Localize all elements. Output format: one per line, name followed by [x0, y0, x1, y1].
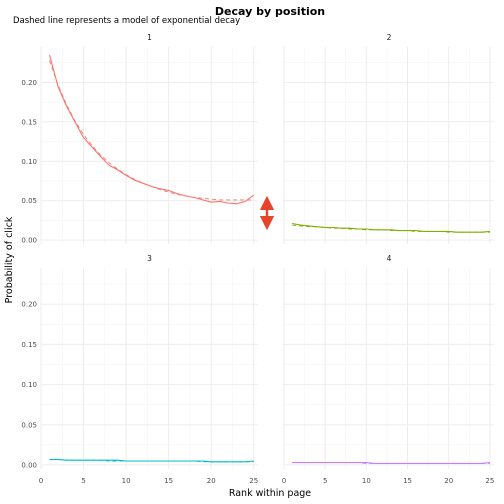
x-tick-label: 15 — [164, 477, 173, 485]
y-tick-label: 0.05 — [21, 421, 37, 429]
facet-panels: 1 2 3 4 — [40, 33, 494, 469]
facet-strip-label: 2 — [387, 33, 392, 42]
chart-title: Decay by position — [215, 5, 325, 18]
facet-panel-3: 3 — [40, 254, 258, 469]
x-tick-label: 25 — [249, 477, 258, 485]
y-tick-label: 0.15 — [21, 118, 37, 126]
series-line-observed-3 — [49, 458, 254, 463]
x-tick-label: 0 — [282, 477, 286, 485]
y-tick-label: 0.10 — [21, 381, 37, 389]
y-tick-label: 0.20 — [21, 301, 37, 309]
y-axis-label: Probability of click — [4, 216, 15, 303]
x-tick-label: 20 — [207, 477, 216, 485]
chart-subtitle: Dashed line represents a model of expone… — [13, 16, 240, 26]
x-tick-label: 5 — [81, 477, 85, 485]
x-tick-label: 10 — [362, 477, 371, 485]
x-tick-label: 10 — [122, 477, 131, 485]
facet-panel-1: 1 — [40, 33, 258, 244]
x-tick-label: 5 — [323, 477, 327, 485]
x-tick-label: 0 — [39, 477, 43, 485]
series-line-model-1 — [49, 60, 254, 201]
y-tick-label: 0.05 — [21, 197, 37, 205]
x-axis-label: Rank within page — [229, 488, 311, 499]
y-tick-label: 0.20 — [21, 79, 37, 87]
series-line-model-2 — [292, 224, 490, 233]
y-axis-ticks: 0.00 0.05 0.10 0.15 0.20 0.00 0.05 0.10 0.15 0.20 — [21, 79, 37, 470]
series-line-observed-4 — [292, 462, 490, 464]
x-axis-ticks: 0 5 10 15 20 25 0 5 10 15 20 25 — [39, 477, 495, 485]
x-tick-label: 20 — [444, 477, 453, 485]
y-tick-label: 0.15 — [21, 341, 37, 349]
facet-panel-4: 4 — [283, 254, 494, 469]
facet-strip-label: 4 — [387, 254, 392, 263]
y-tick-label: 0.00 — [21, 461, 37, 469]
series-line-observed-2 — [292, 222, 490, 233]
y-tick-label: 0.10 — [21, 158, 37, 166]
y-tick-label: 0.00 — [21, 237, 37, 245]
x-tick-label: 15 — [403, 477, 412, 485]
series-line-observed-1 — [48, 54, 255, 205]
facet-panel-2: 2 — [283, 33, 494, 244]
x-tick-label: 25 — [485, 477, 494, 485]
facet-strip-label: 3 — [147, 254, 152, 263]
facet-strip-label: 1 — [147, 33, 152, 42]
